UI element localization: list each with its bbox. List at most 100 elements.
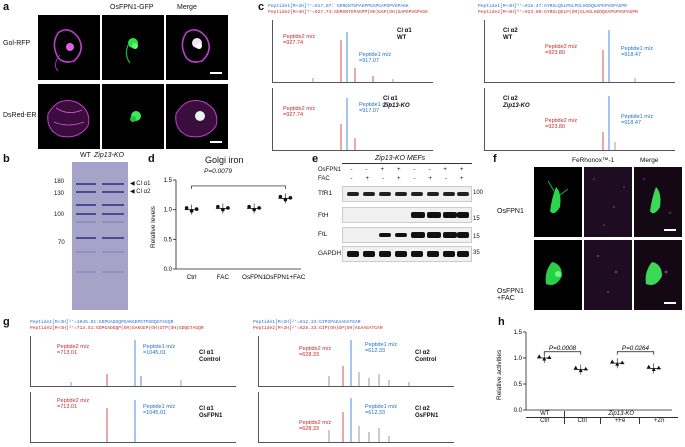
spectrum-title: Cl α1 [199,350,214,356]
osfpn1-indicator: + [443,167,447,173]
mw-marker: 130 [54,191,65,197]
micrograph-merge-1 [166,15,228,80]
y-tick-label: 0.5 [164,237,173,243]
peptide1-sequence: Peptide1[M+2H]²⁺=612.33:GIPGPAGAAGATGAR [253,320,361,325]
y-tick-label: 0.5 [514,382,523,388]
condition-cell: +Fe [599,417,641,424]
peptide2-annotation: Peptide2 m/z =923.80 [545,118,578,130]
blot-label-fth: FtH [318,212,329,219]
blot-header: Zip13-KO MEFs [375,155,426,162]
ms-spectrum: Peptide2 m/z =713.01 Peptide1 m/z =1045.… [30,336,236,387]
fac-indicator: + [365,176,369,182]
fac-indicator: - [381,176,384,182]
mw-marker: 15 [473,216,480,222]
scale-bar [210,141,222,143]
peptide1-annotation: Peptide1 m/z =917.07 [359,102,392,114]
peptide2-sequence: Peptide2[M+3H]³⁺=713.51:GDPGADGQP(OH)GAK… [30,326,204,331]
osfpn1-indicator: - [350,167,353,173]
y-tick-label: 0.0 [514,408,523,414]
data-point [583,366,588,371]
significance-bracket [543,351,582,355]
significance-bracket [191,185,286,189]
data-point [610,359,615,364]
panel-h-letter: h [498,316,505,328]
fac-indicator: - [444,176,447,182]
peptide2-annotation: Peptide2 m/z =923.80 [545,44,578,56]
ms-spectrum: Peptide2 m/z =927.74 Peptide1 m/z =917.0… [272,88,433,151]
osfpn1-indicator: - [365,167,368,173]
western-blot-gapdh [342,246,472,262]
data-point [283,197,288,202]
peptide2-sequence: Peptide2[M+3H]³⁺=927.74:GDRGNTGPAGPP(OH)… [268,10,428,15]
peptide1-annotation: Peptide1 m/z =612.33 [365,342,398,354]
blot-label-tfr1: TfR1 [318,190,333,197]
ms-spectrum: Peptide2 m/z =923.80 Peptide1 m/z =918.4… [484,88,675,151]
micrograph-osfpn1-fac-green [534,240,582,310]
mw-marker: 100 [54,212,65,218]
data-point [247,204,251,209]
panel-e-letter: e [312,153,319,165]
spectrum-subtitle: Zip13-KO [503,103,530,109]
x-tick-label: OsFPN1+FAC [265,274,305,281]
micrograph-gol-rfp [38,15,100,80]
peptide2-sequence: Peptide2[M+3H]³⁺=923.80:GYRGLQGLP(OH)GLA… [478,10,638,15]
p-value: P=0.0264 [622,345,650,352]
peptide1-annotation: Peptide1 m/z =918.47 [621,46,654,58]
condition-table: WT Zip13-KO Ctrl Ctrl +Fe +Zn [526,411,678,424]
data-point [646,364,651,369]
micrograph-ferhonox-1 [584,167,632,237]
micrograph-osfpn1-gfp-1 [102,15,164,80]
data-point [189,209,194,213]
fac-indicator: + [396,176,401,182]
data-point [542,356,547,361]
spectrum-subtitle: WT [503,35,513,41]
peptide1-annotation: Peptide1 m/z =917.07 [359,52,392,64]
panel-b-letter: b [3,153,10,165]
blot-label-ftl: FtL [318,231,328,238]
micrograph-osfpn1-green [534,167,582,237]
peptide2-annotation: Peptide2 m/z =713.01 [57,398,90,410]
panel-c-letter: c [258,1,265,13]
peptide1-annotation: Peptide1 m/z =918.47 [621,114,654,126]
western-blot-fth [342,207,472,223]
data-point [194,207,199,211]
condition-cell: +Zn [639,417,678,424]
sds-page-gel [72,162,128,310]
scale-bar [210,72,222,74]
spectrum-subtitle: Control [415,357,437,363]
y-tick-label: 1.0 [164,208,173,214]
blot-label-gapdh: GAPDH [318,250,342,257]
peptide2-annotation: Peptide2 m/z =927.74 [283,34,316,46]
fac-indicator: + [459,176,464,182]
spectrum-subtitle: Control [199,357,221,363]
scale-bar [664,229,676,231]
ms-spectrum: Peptide2 m/z =923.80 Peptide1 m/z =918.4… [484,20,675,83]
osfpn1-indicator: - [413,167,416,173]
y-tick-label: 1.5 [514,330,523,336]
mw-marker: 35 [473,250,480,256]
y-axis-label: Relative activities [496,349,503,400]
data-point [221,207,225,212]
data-point [615,362,620,366]
spectrum-subtitle: Zip13-KO [383,103,410,109]
panel-a-col-header: OsFPN1-GFP [110,4,154,11]
data-point [184,206,189,210]
x-tick-label: Ctrl [187,274,197,281]
y-axis-label: Relative levels [150,206,157,248]
y-tick-label: 1.0 [514,356,523,362]
data-point [578,368,583,372]
mw-marker: 15 [473,234,480,240]
fac-indicator: - [350,176,353,182]
data-point [288,196,293,200]
osfpn1-indicator: + [396,167,401,173]
y-tick-label: 0.0 [164,267,173,273]
panel-d-letter: d [148,153,155,165]
spectrum-subtitle: OsFPN1 [415,413,439,419]
ms-spectrum: Peptide2 m/z =927.74 Peptide1 m/z =917.0… [272,20,433,83]
band-label-cl-alpha1: ◀ Cl α1 [130,181,151,187]
mw-marker: 100 [473,190,484,196]
osfpn1-indicator: + [380,167,384,173]
panel-f-letter: f [493,153,497,165]
panel-f-col2: FeRhonox™-1 [572,157,615,164]
data-point [226,206,230,210]
